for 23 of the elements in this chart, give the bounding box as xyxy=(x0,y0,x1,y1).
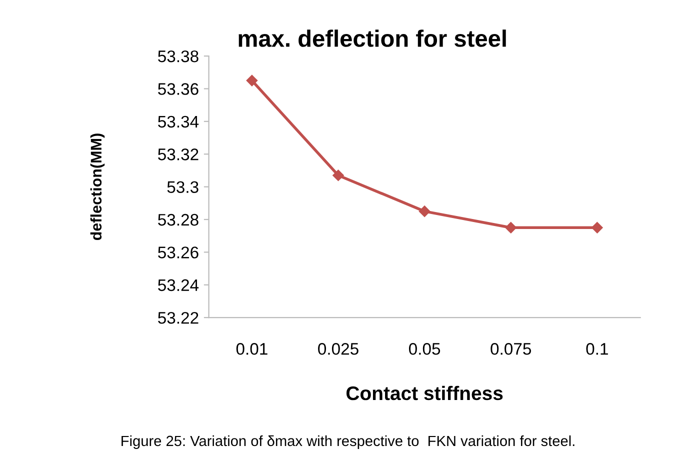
point xyxy=(332,170,344,181)
y-tick-label: 53.32 xyxy=(158,148,198,160)
chart-title: max. deflection for steel xyxy=(238,30,506,47)
x-tick-label: 0.05 xyxy=(408,343,440,355)
y-tick-label: 53.24 xyxy=(158,279,199,292)
y-axis-title: deflection(MM) xyxy=(90,134,105,240)
x-tick-label: 0.1 xyxy=(586,343,608,355)
y-tick-label: 53.38 xyxy=(158,50,198,62)
point xyxy=(246,74,258,86)
x-tick-label: 0.01 xyxy=(236,343,268,355)
x-axis-title: Contact stiffness xyxy=(346,386,503,400)
y-tick-label: 53.28 xyxy=(158,214,198,226)
y-tick-label: 53.3 xyxy=(167,181,198,194)
y-tick-label: 53.22 xyxy=(158,312,198,324)
x-tick-label: 0.075 xyxy=(490,343,532,355)
point xyxy=(418,206,430,217)
x-tick-label: 0.025 xyxy=(318,343,358,355)
point xyxy=(592,222,603,234)
y-tick-label: 53.36 xyxy=(158,83,198,95)
caption: Figure 25: Variation of δmax with respective to FKN variation for steel. xyxy=(122,435,574,450)
y-tick-label: 53.34 xyxy=(158,116,199,128)
y-tick-label: 53.26 xyxy=(158,246,198,258)
point xyxy=(505,222,516,234)
